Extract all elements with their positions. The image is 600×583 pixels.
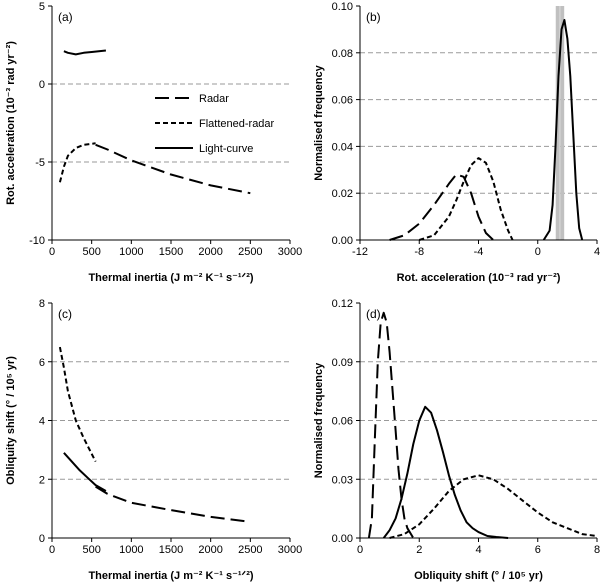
series-radar [389,173,494,241]
x-tick-label: 1500 [159,544,183,556]
x-tick-label: -12 [352,246,368,258]
y-tick-label: -5 [35,157,45,169]
y-tick-label: 0.09 [332,357,353,369]
x-tick-label: 4 [475,544,481,556]
panel-3: 0 2 4 6 8 0.00 0.03 0.06 0.09 0.12 (d) Obliquity sh… [313,298,600,582]
y-axis-title: Obliquity shift (° / 10⁵ yr) [5,356,17,485]
y-tick-label: 2 [39,474,45,486]
panel-label: (d) [366,307,381,321]
panel-label: (b) [366,10,381,24]
x-tick-label: 2000 [198,246,222,258]
y-tick-label: 0 [39,533,45,545]
series-flattened-radar [418,157,514,241]
x-tick-label: -4 [474,246,484,258]
x-tick-label: 8 [594,544,600,556]
series-light-curve [382,405,509,539]
x-tick-label: 6 [535,544,541,556]
y-tick-label: 0.06 [332,416,353,428]
x-axis-title: Thermal inertia (J m⁻² K⁻¹ s⁻¹ᐟ²) [88,570,253,582]
y-tick-label: 0.04 [332,141,353,153]
x-tick-label: 0 [357,544,363,556]
x-tick-label: 2 [416,544,422,556]
x-tick-label: 2000 [198,544,222,556]
legend-label: Flattened-radar [199,118,275,130]
y-tick-label: 0.00 [332,533,353,545]
y-tick-label: 4 [39,416,45,428]
y-tick-label: 5 [39,1,45,13]
x-tick-label: 1000 [119,246,143,258]
x-tick-label: 0 [535,246,541,258]
legend-label: Radar [199,93,229,105]
y-tick-label: 0.03 [332,474,353,486]
y-tick-label: 0.08 [332,48,353,60]
y-tick-label: 6 [39,357,45,369]
y-axis-title: Normalised frequency [313,362,325,478]
y-axis-title: Rot. acceleration (10⁻³ rad yr⁻²) [5,41,17,205]
x-tick-label: 500 [82,544,100,556]
series-light-curve [63,49,107,56]
series-radar [95,485,251,523]
x-tick-label: 3000 [278,544,302,556]
series-radar [367,311,415,539]
x-axis-title: Rot. acceleration (10⁻³ rad yr⁻²) [397,272,561,284]
series-light-curve [63,452,107,492]
panel-1: -12 -8 -4 0 4 0.00 0.02 0.04 0.06 0.08 0.10 (b) Rot.… [313,1,600,284]
y-tick-label: 0.10 [332,1,353,13]
x-tick-label: 500 [82,246,100,258]
x-tick-label: 0 [49,544,55,556]
x-tick-label: -8 [414,246,424,258]
series-radar [95,143,251,195]
y-tick-label: 8 [39,298,45,310]
series-light-curve [542,19,584,241]
series-flattened-radar [58,346,97,463]
x-tick-label: 1000 [119,544,143,556]
panel-label: (c) [58,307,72,321]
x-tick-label: 0 [49,246,55,258]
x-tick-label: 3000 [278,246,302,258]
x-tick-label: 2500 [238,544,262,556]
panel-2: 0 500 1000 1500 2000 2500 3000 0 2 4 6 8 (c) Thermal … [5,298,302,582]
legend-label: Light-curve [199,143,253,155]
series-flattened-radar [389,474,598,539]
x-tick-label: 1500 [159,246,183,258]
x-axis-title: Thermal inertia (J m⁻² K⁻¹ s⁻¹ᐟ²) [88,272,253,284]
legend: Radar Flattened-radar Light-curve [155,93,275,155]
panel-label: (a) [58,10,73,24]
panel-0: 0 500 1000 1500 2000 2500 3000 -10 -5 0 5 (a) Therma… [5,1,302,284]
y-tick-label: -10 [29,235,45,247]
x-tick-label: 4 [594,246,600,258]
y-tick-label: 0.12 [332,298,353,310]
series-flattened-radar [58,142,96,183]
x-tick-label: 2500 [238,246,262,258]
y-tick-label: 0.02 [332,188,353,200]
y-axis-title: Normalised frequency [313,64,325,180]
x-axis-title: Obliquity shift (° / 10⁵ yr) [414,570,543,582]
y-tick-label: 0.06 [332,95,353,107]
y-tick-label: 0 [39,79,45,91]
y-tick-label: 0.00 [332,235,353,247]
